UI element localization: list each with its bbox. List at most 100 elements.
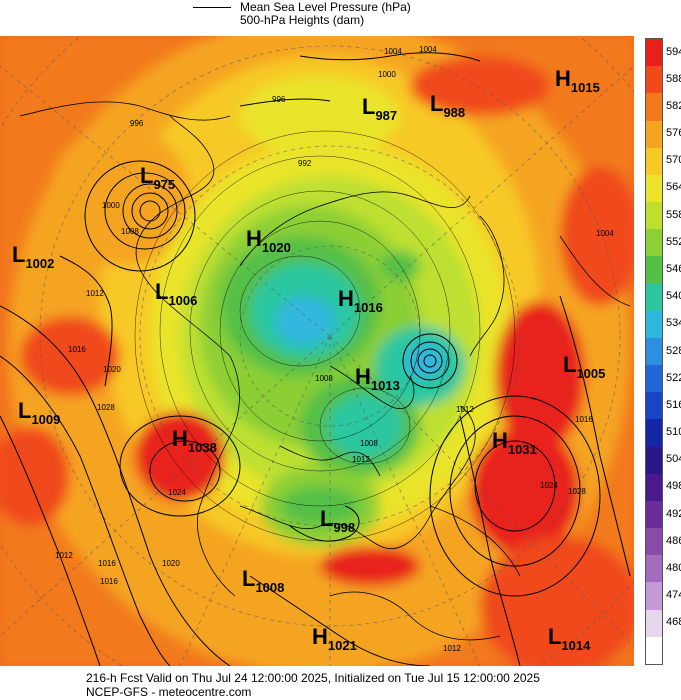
colorbar-label: 480 (666, 561, 681, 574)
colorbar-segment (646, 256, 662, 285)
isobar-label: 1016 (575, 415, 593, 424)
colorbar-segment (646, 555, 662, 583)
model-source-text: NCEP-GFS - meteocentre.com (86, 685, 252, 699)
pressure-center-low: L1005 (563, 352, 605, 381)
colorbar-segment (646, 446, 662, 475)
weather-map: 1004 1004 1000 996 992 996 1000 1008 101… (0, 36, 634, 666)
pressure-center-low: L1014 (548, 624, 591, 653)
colorbar-label: 504 (666, 453, 681, 466)
colorbar-segment (646, 528, 662, 556)
colorbar-label: 558 (666, 208, 681, 221)
colorbar-segment (646, 310, 662, 339)
colorbar-label: 528 (666, 344, 681, 357)
pressure-center-high: H1038 (172, 426, 217, 455)
legend-line-sample (193, 7, 231, 8)
isobar-label: 1028 (568, 487, 586, 496)
colorbar-segment (646, 500, 662, 529)
colorbar-label: 540 (666, 290, 681, 303)
height-contours (134, 130, 516, 542)
isobar-label: 1000 (378, 70, 396, 79)
colorbar-label: 546 (666, 262, 681, 275)
colorbar-segment (646, 392, 662, 420)
colorbar-label: 498 (666, 480, 681, 493)
pressure-center-low: L1006 (155, 279, 197, 308)
pressure-center-low: L975 (140, 163, 175, 192)
pressure-center-low: L1009 (18, 398, 60, 427)
pressure-center-low: L987 (362, 94, 397, 123)
isobar-label: 996 (272, 95, 286, 104)
colorbar-segment (646, 609, 662, 638)
isobar-value-labels: 1004 1004 1000 996 992 996 1000 1008 101… (55, 45, 614, 653)
colorbar-label: 474 (666, 589, 681, 602)
isobar-label: 996 (130, 119, 144, 128)
pressure-center-high: H1016 (338, 286, 383, 315)
colorbar-label: 552 (666, 235, 681, 248)
isobar-label: 1020 (103, 365, 121, 374)
isobar-label: 1004 (419, 45, 437, 54)
pressure-center-high: H1013 (355, 364, 400, 393)
isobar-label: 1012 (55, 551, 73, 560)
pressure-center-low: L988 (430, 91, 465, 120)
isobar-label: 1020 (162, 559, 180, 568)
isobar-label: 1004 (384, 47, 402, 56)
colorbar-label: 582 (666, 99, 681, 112)
pressure-center-high: H1015 (555, 66, 600, 95)
isobar-label: 1024 (168, 488, 186, 497)
height-field (0, 36, 634, 666)
legend-mslp-label: Mean Sea Level Pressure (hPa) (240, 0, 411, 14)
colorbar-segment (646, 582, 662, 611)
colorbar-segment (646, 283, 662, 312)
weather-map-svg: 1004 1004 1000 996 992 996 1000 1008 101… (0, 36, 634, 666)
colorbar-label: 570 (666, 154, 681, 167)
height-colorbar (645, 38, 663, 665)
isobar-label: 1008 (315, 374, 333, 383)
map-legend: Mean Sea Level Pressure (hPa) 500-hPa He… (0, 0, 681, 36)
colorbar-label: 522 (666, 371, 681, 384)
isobar-label: 1008 (121, 227, 139, 236)
colorbar-label: 468 (666, 616, 681, 629)
colorbar-segment (646, 229, 662, 257)
footer: 216-h Fcst Valid on Thu Jul 24 12:00:00 … (0, 668, 681, 700)
colorbar-label: 576 (666, 127, 681, 140)
pressure-center-high: H1021 (312, 624, 357, 653)
colorbar-segment (646, 174, 662, 203)
colorbar-segment (646, 66, 662, 94)
isobar-label: 1028 (97, 403, 115, 412)
colorbar-segment (646, 337, 662, 366)
colorbar-label: 510 (666, 426, 681, 439)
legend-heights-label: 500-hPa Heights (dam) (240, 13, 365, 27)
graticule (0, 36, 634, 666)
isobar-label: 1000 (102, 201, 120, 210)
colorbar-label: 564 (666, 181, 681, 194)
colorbar-label: 492 (666, 507, 681, 520)
isobar-label: 1008 (360, 439, 378, 448)
colorbar-segment (646, 473, 662, 502)
pressure-center-low: L998 (320, 506, 355, 535)
isobar-label: 1004 (596, 229, 614, 238)
colorbar-segment (646, 636, 662, 665)
colorbar-segment (646, 365, 662, 393)
isobar-label: 1016 (68, 345, 86, 354)
colorbar-label: 516 (666, 398, 681, 411)
colorbar-segment (646, 419, 662, 448)
colorbar-segment (646, 120, 662, 149)
colorbar-segment (646, 147, 662, 176)
colorbar-label: 588 (666, 72, 681, 85)
isobar-label: 1012 (443, 644, 461, 653)
isobar-label: 1012 (86, 289, 104, 298)
isobar-label: 992 (298, 159, 312, 168)
colorbar-segment (646, 39, 662, 67)
isobar-label: 1016 (100, 577, 118, 586)
isobar-label: 1016 (98, 559, 116, 568)
pressure-center-high: H1031 (492, 428, 537, 457)
pressure-center-low: L1008 (242, 566, 284, 595)
colorbar-segment (646, 202, 662, 230)
colorbar-segment (646, 93, 662, 122)
isobar-label: 1012 (352, 455, 370, 464)
colorbar-label: 486 (666, 534, 681, 547)
isobars (0, 52, 631, 666)
isobar-label: 1012 (456, 405, 474, 414)
pressure-center-high: H1020 (246, 226, 291, 255)
forecast-validity-text: 216-h Fcst Valid on Thu Jul 24 12:00:00 … (86, 671, 540, 685)
pressure-centers: H1015 L987 L988 L975 L1002 H1020 L1006 H… (12, 66, 605, 653)
